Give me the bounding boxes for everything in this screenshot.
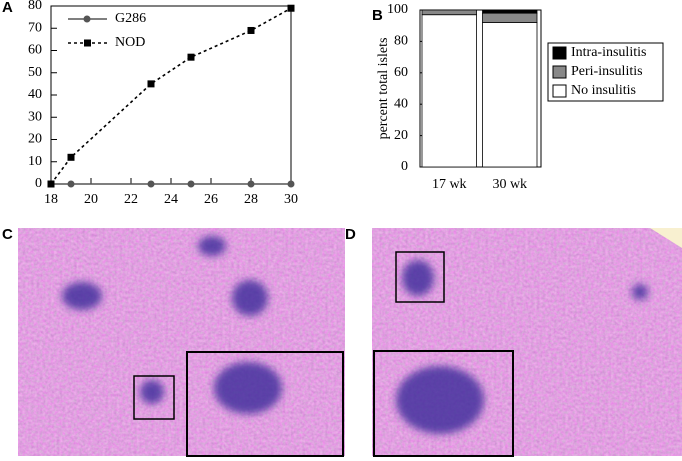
data-point <box>187 180 195 188</box>
legend-swatch <box>552 46 567 60</box>
x-tick-label: 22 <box>124 192 138 207</box>
y-tick-label: 40 <box>394 96 408 111</box>
y-tick-label: 0 <box>401 159 408 174</box>
data-point <box>147 180 155 188</box>
histology-c <box>18 228 345 457</box>
x-tick-label: 24 <box>164 192 178 207</box>
legend-box <box>547 42 664 102</box>
legend-label: G286 <box>115 11 146 26</box>
y-tick-label: 30 <box>28 109 42 124</box>
histology-d <box>372 228 682 457</box>
panel-label: B <box>372 7 383 24</box>
data-point <box>67 180 75 188</box>
panel-label: C <box>2 226 13 243</box>
legend-label: Peri-insulitis <box>571 64 643 79</box>
y-tick-label: 60 <box>28 43 42 58</box>
legend-marker <box>83 15 91 23</box>
bar-segment <box>421 14 477 168</box>
data-point <box>147 80 155 88</box>
x-tick-label: 30 <box>284 192 298 207</box>
data-point <box>67 153 75 161</box>
y-tick-label: 10 <box>28 154 42 169</box>
x-tick-label: 20 <box>84 192 98 207</box>
data-point <box>287 180 295 188</box>
legend-label: Intra-insulitis <box>571 45 646 60</box>
data-point <box>47 180 55 188</box>
panel-label: D <box>345 226 356 243</box>
y-tick-label: 60 <box>394 65 408 80</box>
y-tick-label: 20 <box>394 128 408 143</box>
bar-segment <box>421 9 477 16</box>
plot-frame <box>50 5 292 185</box>
legend-label: No insulitis <box>571 83 636 98</box>
bar-segment <box>482 9 538 14</box>
bar-segment <box>482 22 538 168</box>
x-tick-label: 26 <box>204 192 218 207</box>
y-tick-label: 80 <box>28 0 42 13</box>
series-line <box>50 7 292 185</box>
panel-label: A <box>2 0 13 16</box>
data-point <box>287 4 295 12</box>
y-axis-label: percent total islets <box>376 38 391 140</box>
y-tick-label: 80 <box>394 34 408 49</box>
y-tick-label: 40 <box>28 87 42 102</box>
legend-swatch <box>552 65 567 79</box>
y-tick-label: 20 <box>28 132 42 147</box>
y-tick-label: 0 <box>35 176 42 191</box>
y-tick-label: 100 <box>387 2 408 17</box>
x-tick-label: 18 <box>44 192 58 207</box>
x-tick-label: 17 wk <box>432 177 467 192</box>
legend-label: NOD <box>115 35 145 50</box>
legend-marker <box>84 39 91 47</box>
data-point <box>247 26 255 34</box>
data-point <box>187 53 195 61</box>
x-tick-label: 28 <box>244 192 258 207</box>
y-tick-label: 50 <box>28 65 42 80</box>
y-tick-label: 70 <box>28 20 42 35</box>
data-point <box>247 180 255 188</box>
plot-frame <box>419 9 542 168</box>
bar-segment <box>482 12 538 23</box>
x-tick-label: 30 wk <box>492 177 527 192</box>
legend-swatch <box>552 84 567 98</box>
